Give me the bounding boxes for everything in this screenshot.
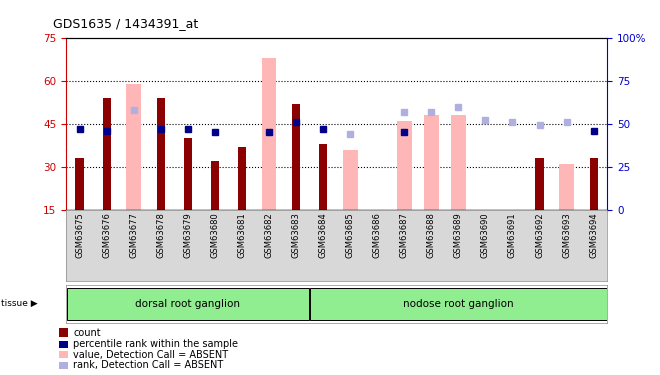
Text: GSM63675: GSM63675 — [75, 212, 84, 258]
Text: GSM63689: GSM63689 — [454, 212, 463, 258]
Text: GSM63693: GSM63693 — [562, 212, 571, 258]
Text: GDS1635 / 1434391_at: GDS1635 / 1434391_at — [53, 17, 198, 30]
Text: GSM63683: GSM63683 — [292, 212, 300, 258]
Text: rank, Detection Call = ABSENT: rank, Detection Call = ABSENT — [73, 360, 224, 370]
Text: GSM63690: GSM63690 — [481, 212, 490, 258]
Text: GSM63676: GSM63676 — [102, 212, 111, 258]
Bar — [75, 158, 84, 210]
Bar — [589, 158, 598, 210]
Bar — [183, 138, 192, 210]
Text: GSM63688: GSM63688 — [427, 212, 436, 258]
Text: GSM63678: GSM63678 — [156, 212, 165, 258]
Text: GSM63682: GSM63682 — [265, 212, 273, 258]
Text: GSM63691: GSM63691 — [508, 212, 517, 258]
Text: count: count — [73, 328, 101, 338]
Text: GSM63680: GSM63680 — [211, 212, 219, 258]
Bar — [261, 58, 277, 210]
Text: tissue ▶: tissue ▶ — [1, 299, 37, 308]
Text: GSM63684: GSM63684 — [319, 212, 327, 258]
Text: percentile rank within the sample: percentile rank within the sample — [73, 339, 238, 349]
Bar — [451, 115, 466, 210]
Text: GSM63694: GSM63694 — [589, 212, 598, 258]
Bar — [424, 115, 439, 210]
Text: GSM63685: GSM63685 — [346, 212, 354, 258]
Text: dorsal root ganglion: dorsal root ganglion — [135, 299, 240, 309]
Bar — [126, 84, 141, 210]
Text: GSM63681: GSM63681 — [238, 212, 246, 258]
Bar — [559, 164, 574, 210]
Bar — [535, 158, 544, 210]
Bar — [397, 121, 412, 210]
Bar — [238, 147, 246, 210]
Bar — [310, 288, 607, 320]
Bar — [292, 104, 300, 210]
Bar — [156, 98, 165, 210]
Text: nodose root ganglion: nodose root ganglion — [403, 299, 513, 309]
Bar — [211, 161, 219, 210]
Bar — [67, 288, 309, 320]
Text: GSM63677: GSM63677 — [129, 212, 138, 258]
Text: GSM63686: GSM63686 — [373, 212, 381, 258]
Bar — [319, 144, 327, 210]
Text: value, Detection Call = ABSENT: value, Detection Call = ABSENT — [73, 350, 228, 360]
Bar — [102, 98, 111, 210]
Text: GSM63687: GSM63687 — [400, 212, 409, 258]
Text: GSM63679: GSM63679 — [183, 212, 192, 258]
Bar — [343, 150, 358, 210]
Text: GSM63692: GSM63692 — [535, 212, 544, 258]
